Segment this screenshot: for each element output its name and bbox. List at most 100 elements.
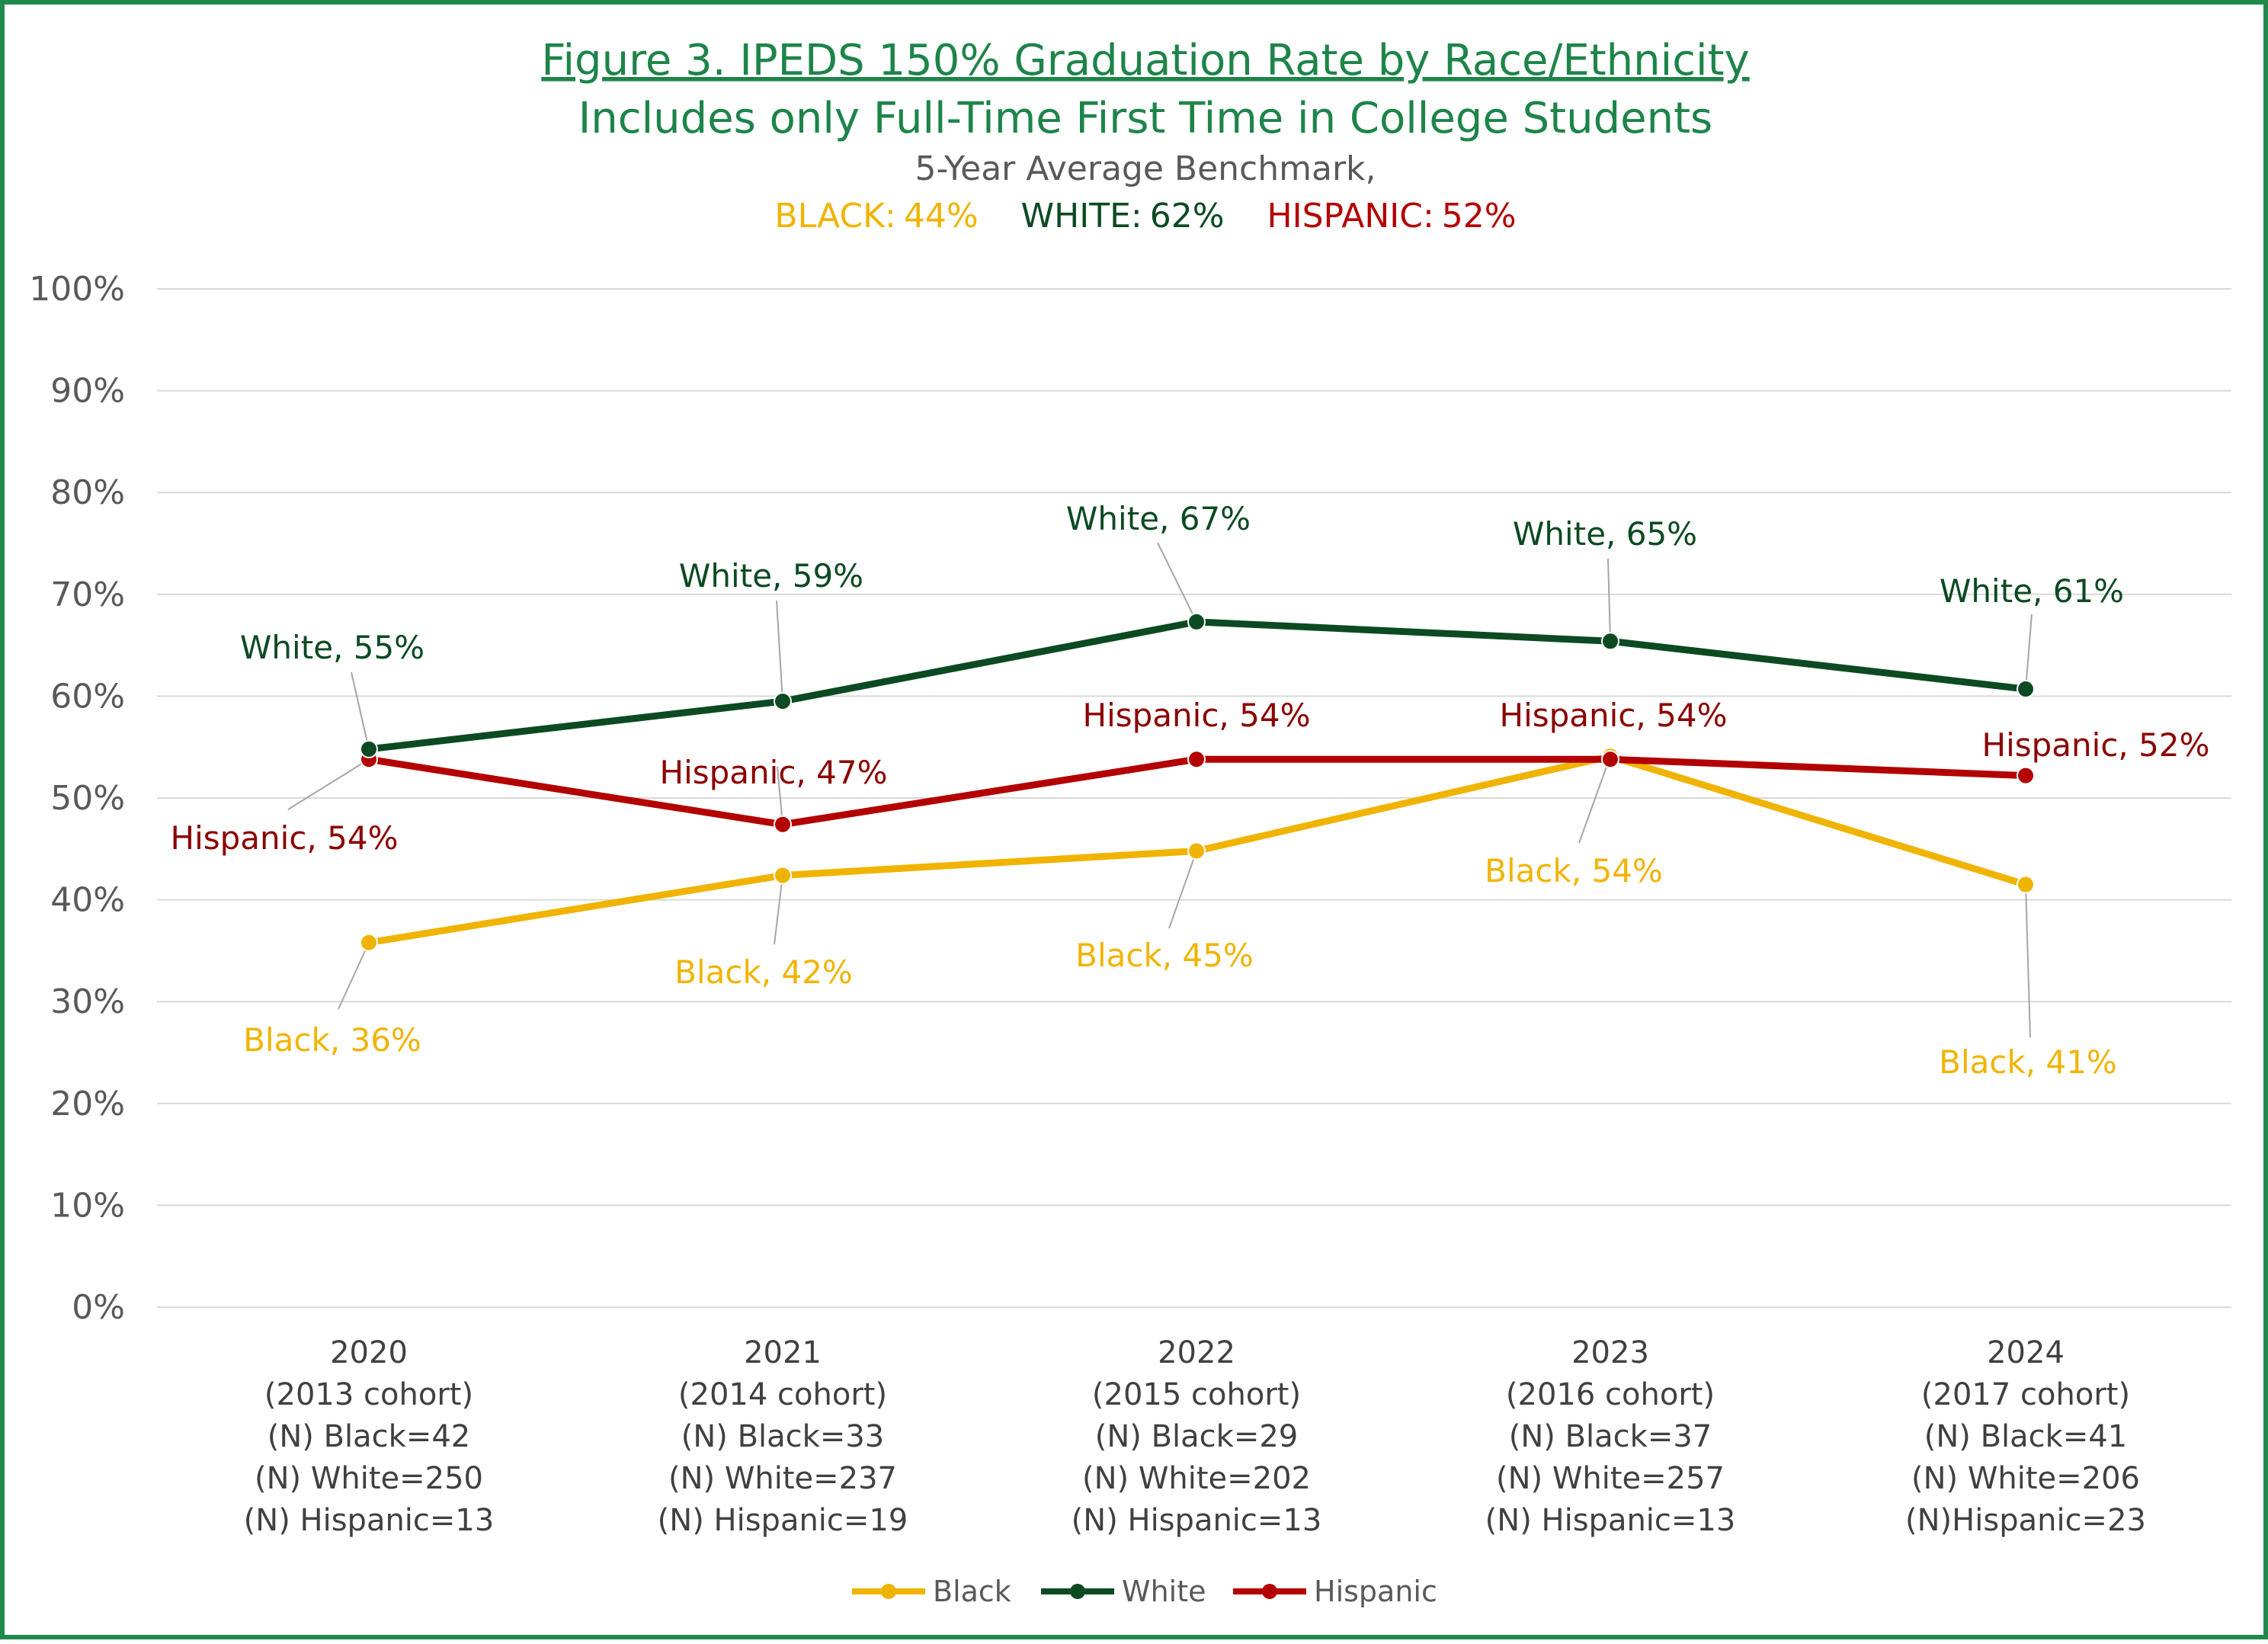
x-category-label: 2023 (2016 cohort) (N) Black=37 (N) White=2…	[1485, 1335, 1736, 1538]
benchmark-white-value: 62%	[1150, 197, 1225, 236]
data-label-white: White, 55%	[240, 629, 424, 666]
y-tick-label: 80%	[50, 473, 125, 512]
benchmark-values: BLACK: 44% WHITE: 62% HISPANIC: 52%	[774, 197, 1516, 236]
x-tick-detail: (N) Black=42	[267, 1419, 470, 1454]
y-tick-label: 20%	[50, 1085, 125, 1123]
y-tick-label: 70%	[50, 575, 125, 614]
legend-item-black[interactable]: Black	[852, 1575, 1011, 1608]
leader-line	[1157, 542, 1197, 623]
data-point-white[interactable]	[2017, 680, 2035, 699]
leader-line	[287, 758, 370, 810]
legend: Black White Hispanic	[852, 1575, 1437, 1608]
data-label-black: Black, 54%	[1485, 852, 1663, 889]
benchmark-black-value: 44%	[904, 197, 979, 236]
data-point-black[interactable]	[774, 866, 792, 885]
x-tick-detail: (2013 cohort)	[264, 1377, 473, 1412]
x-tick-year: 2020	[330, 1335, 408, 1370]
data-point-white[interactable]	[360, 739, 378, 758]
y-tick-label: 90%	[50, 372, 125, 411]
data-label-hispanic: Hispanic, 54%	[1083, 697, 1311, 734]
benchmark-black-label: BLACK:	[774, 197, 895, 236]
leader-line	[1578, 755, 1611, 844]
data-label-hispanic: Hispanic, 54%	[1500, 697, 1728, 734]
x-category-label: 2020 (2013 cohort) (N) Black=42 (N) White=2…	[244, 1335, 495, 1538]
x-tick-detail: (N) White=250	[255, 1461, 483, 1496]
leader-line	[2025, 884, 2031, 1038]
benchmark-heading: 5-Year Average Benchmark,	[915, 149, 1376, 188]
leader-line	[776, 600, 783, 702]
data-point-black[interactable]	[1187, 841, 1206, 860]
legend-swatch-marker	[881, 1584, 896, 1599]
data-point-white[interactable]	[774, 692, 792, 711]
y-tick-label: 100%	[29, 270, 125, 309]
data-point-black[interactable]	[360, 933, 378, 952]
benchmark-hispanic-value: 52%	[1442, 197, 1517, 236]
legend-label: Black	[933, 1575, 1011, 1608]
y-axis-ticks: 0% 10% 20% 30% 40% 50% 60% 70% 80% 90% 100%	[29, 270, 125, 1327]
series-lines	[360, 612, 2035, 952]
legend-swatch-marker	[1262, 1584, 1277, 1599]
data-label-black: Black, 41%	[1939, 1043, 2117, 1081]
series-white	[360, 612, 2035, 758]
data-point-hispanic[interactable]	[774, 815, 792, 834]
leader-line	[338, 942, 370, 1010]
leader-line	[1168, 851, 1197, 929]
data-point-hispanic[interactable]	[1187, 750, 1206, 769]
benchmark-white-label: WHITE:	[1021, 197, 1142, 236]
legend-label: White	[1122, 1575, 1206, 1608]
series-black	[360, 747, 2035, 952]
data-label-white: White, 59%	[679, 557, 863, 594]
leader-line	[351, 671, 370, 750]
benchmark-hispanic-label: HISPANIC:	[1267, 197, 1434, 236]
x-tick-detail: (N) White=206	[1911, 1461, 2140, 1496]
data-point-hispanic[interactable]	[1601, 750, 1619, 769]
x-tick-detail: (N) Hispanic=13	[1485, 1503, 1736, 1538]
x-tick-detail: (2017 cohort)	[1921, 1377, 2130, 1412]
data-label-black: Black, 45%	[1075, 937, 1254, 974]
leader-line	[1607, 558, 1611, 642]
series-hispanic	[360, 750, 2035, 834]
x-tick-year: 2021	[744, 1335, 822, 1370]
x-category-label: 2024 (2017 cohort) (N) Black=41 (N) White=2…	[1905, 1335, 2146, 1538]
legend-swatch-marker	[1070, 1584, 1085, 1599]
x-tick-detail: (N) White=237	[668, 1461, 897, 1496]
y-tick-label: 10%	[50, 1186, 125, 1225]
x-tick-detail: (N) Hispanic=13	[1072, 1503, 1322, 1538]
x-tick-detail: (N) White=257	[1496, 1461, 1725, 1496]
x-tick-detail: (N) Black=29	[1095, 1419, 1298, 1454]
y-tick-label: 50%	[50, 779, 125, 818]
x-tick-detail: (N) Hispanic=13	[244, 1503, 495, 1538]
data-labels: Black, 36% Black, 42% Black, 45% Black, 54%…	[171, 500, 2210, 1081]
data-point-hispanic[interactable]	[2017, 766, 2035, 785]
x-tick-year: 2023	[1571, 1335, 1649, 1370]
data-label-black: Black, 36%	[243, 1021, 421, 1059]
x-tick-detail: (N) Black=33	[681, 1419, 884, 1454]
data-label-white: White, 67%	[1066, 500, 1251, 537]
data-point-white[interactable]	[1187, 612, 1206, 631]
legend-item-white[interactable]: White	[1041, 1575, 1206, 1608]
x-tick-detail: (2014 cohort)	[678, 1377, 887, 1412]
data-point-black[interactable]	[2017, 875, 2035, 894]
x-tick-detail: (N) Black=41	[1924, 1419, 2127, 1454]
x-tick-detail: (2016 cohort)	[1506, 1377, 1715, 1412]
x-tick-detail: (N) Hispanic=19	[658, 1503, 908, 1538]
y-tick-label: 30%	[50, 982, 125, 1021]
leader-line	[777, 766, 783, 825]
legend-label: Hispanic	[1314, 1575, 1437, 1608]
data-label-hispanic: Hispanic, 54%	[171, 819, 399, 857]
x-tick-detail: (N)Hispanic=23	[1905, 1503, 2146, 1538]
x-category-label: 2022 (2015 cohort) (N) Black=29 (N) White=2…	[1072, 1335, 1322, 1538]
y-tick-label: 60%	[50, 677, 125, 716]
x-tick-year: 2022	[1158, 1335, 1235, 1370]
line-chart: Figure 3. IPEDS 150% Graduation Rate by …	[29, 36, 2231, 1608]
chart-subtitle: Includes only Full-Time First Time in Co…	[578, 94, 1712, 143]
x-tick-year: 2024	[1987, 1335, 2065, 1370]
leader-line	[774, 875, 783, 945]
y-tick-label: 40%	[50, 881, 125, 920]
data-label-black: Black, 42%	[674, 953, 853, 991]
x-category-label: 2021 (2014 cohort) (N) Black=33 (N) White=2…	[658, 1335, 908, 1538]
data-label-white: White, 65%	[1513, 515, 1697, 553]
data-point-white[interactable]	[1601, 632, 1619, 651]
legend-item-hispanic[interactable]: Hispanic	[1233, 1575, 1437, 1608]
